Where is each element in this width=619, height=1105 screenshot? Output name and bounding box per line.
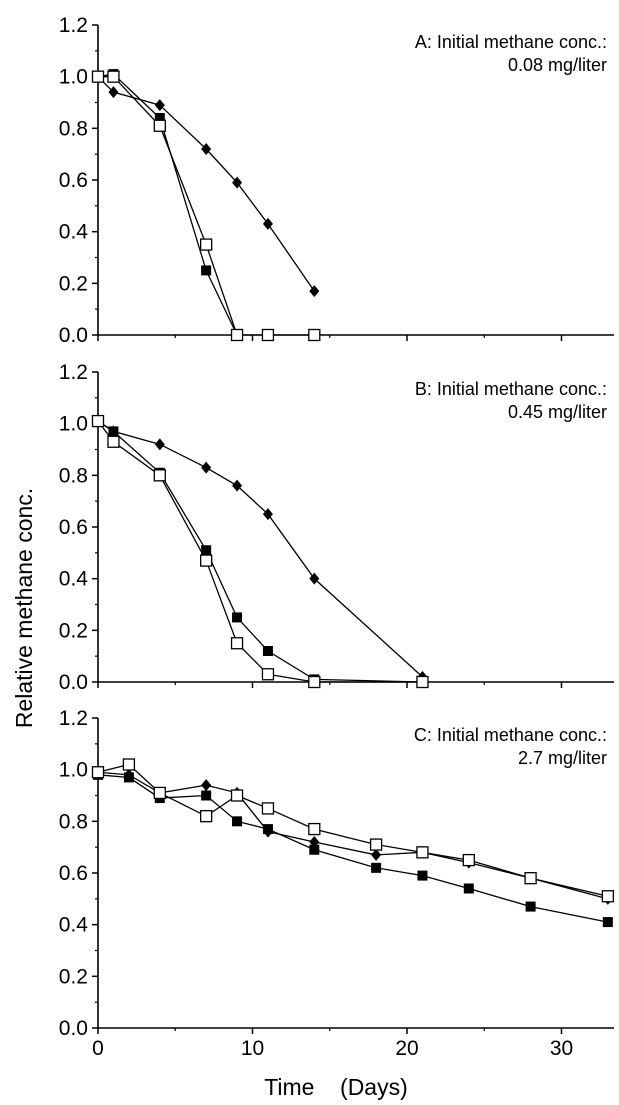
data-point-square-filled: [232, 612, 243, 623]
data-point-square-open: [199, 810, 213, 823]
x-tick-label: 10: [241, 1037, 264, 1060]
x-tick-label: 0: [92, 1037, 104, 1060]
data-point-square-filled: [123, 772, 134, 783]
y-tick-label: 0.2: [59, 619, 88, 642]
data-point-square-open: [153, 786, 166, 800]
y-tick-label: 0.8: [59, 117, 88, 140]
data-point-diamond: [201, 461, 212, 474]
series-line-square-open: [98, 76, 315, 336]
data-point-square-open: [230, 328, 244, 342]
data-point-square-open: [153, 119, 166, 132]
y-tick-label: 0.0: [59, 1017, 88, 1040]
data-point-square-filled: [201, 545, 212, 556]
panel-annotation-title: B: Initial methane conc.:: [415, 379, 607, 399]
data-point-square-open: [369, 838, 383, 851]
data-point-square-open: [91, 414, 105, 428]
data-point-diamond: [309, 285, 320, 298]
y-tick-label: 0.2: [59, 272, 88, 295]
data-point-square-open: [153, 469, 166, 482]
y-tick-label: 0.6: [59, 516, 88, 539]
data-point-square-filled: [417, 870, 428, 881]
data-point-square-open: [122, 758, 136, 771]
y-tick-label: 0.0: [59, 324, 88, 347]
panel-annotation-conc: 0.08 mg/liter: [508, 55, 607, 75]
data-point-diamond: [262, 508, 273, 521]
panel-annotation-conc: 2.7 mg/liter: [518, 748, 607, 768]
y-tick-label: 1.0: [59, 413, 88, 436]
data-point-square-open: [91, 70, 105, 83]
series-line-diamond: [97, 76, 315, 292]
y-tick-label: 0.8: [59, 464, 88, 487]
data-point-square-filled: [602, 917, 613, 928]
series-line-square-filled: [97, 774, 608, 923]
data-point-square-filled: [262, 646, 273, 656]
data-point-square-filled: [371, 862, 382, 873]
y-tick-label: 1.2: [59, 707, 88, 730]
data-point-square-filled: [108, 426, 119, 437]
x-tick-label: 20: [395, 1037, 418, 1060]
data-point-square-open: [261, 668, 275, 681]
y-tick-label: 0.2: [59, 965, 88, 988]
data-point-square-filled: [309, 844, 320, 855]
y-tick-label: 0.8: [59, 810, 88, 833]
data-point-square-open: [601, 890, 614, 903]
data-point-diamond: [201, 779, 212, 792]
y-tick-label: 0.6: [59, 862, 88, 885]
y-tick-label: 0.4: [59, 221, 89, 244]
data-point-square-open: [308, 822, 321, 836]
data-point-square-open: [107, 70, 120, 83]
panel-annotation-title: C: Initial methane conc.:: [414, 725, 607, 745]
data-point-square-open: [308, 675, 321, 689]
data-point-square-open: [261, 328, 275, 342]
data-point-square-open: [524, 872, 537, 885]
data-point-square-filled: [154, 113, 165, 123]
data-point-square-open: [416, 846, 429, 859]
y-tick-label: 0.6: [59, 169, 88, 192]
data-point-square-filled: [201, 265, 212, 276]
panel-annotation-title: A: Initial methane conc.:: [415, 32, 607, 52]
x-axis-title: Time (Days): [264, 1074, 408, 1100]
data-point-square-open: [416, 675, 429, 689]
data-point-square-open: [199, 554, 213, 567]
data-point-square-open: [308, 328, 321, 342]
data-point-square-open: [462, 853, 475, 867]
series-line-diamond: [97, 420, 423, 678]
panel-b: 0.0 0.2 0.4 0.6 0.8 1.0 1.2 B: Initial methane …: [59, 361, 614, 694]
y-tick-label: 1.0: [59, 759, 88, 782]
data-point-square-open: [261, 802, 275, 815]
x-tick-label: 30: [550, 1037, 573, 1060]
y-tick-label: 0.4: [59, 914, 89, 937]
series-line-square-open: [97, 420, 423, 683]
data-point-square-open: [230, 789, 244, 802]
data-point-diamond: [232, 479, 243, 492]
data-point-diamond: [108, 86, 119, 99]
data-point-square-filled: [262, 824, 273, 835]
data-point-square-open: [199, 238, 213, 251]
y-tick-label: 1.0: [59, 66, 88, 89]
series-line-square-filled: [97, 420, 423, 683]
data-point-diamond: [371, 848, 382, 861]
data-point-square-filled: [201, 790, 212, 801]
panel-c: 0.0 0.2 0.4 0.6 0.8 1.0 1.2 0 10 20 30 C: Initial m…: [59, 707, 614, 1060]
y-tick-label: 0.0: [59, 671, 88, 694]
y-tick-label: 1.2: [59, 361, 88, 384]
y-tick-label: 1.2: [59, 14, 88, 37]
data-point-square-filled: [232, 816, 243, 827]
data-point-square-open: [91, 766, 105, 779]
panel-annotation-conc: 0.45 mg/liter: [508, 402, 607, 422]
y-tick-label: 0.4: [59, 568, 89, 591]
data-point-square-filled: [463, 883, 474, 894]
y-axis-title: Relative methane conc.: [11, 488, 37, 728]
panel-a: 0.0 0.2 0.4 0.6 0.8 1.0 1.2 A: Initial methane …: [59, 14, 614, 347]
data-point-diamond: [232, 176, 243, 189]
data-point-diamond: [154, 438, 165, 451]
data-point-diamond: [262, 217, 273, 230]
data-point-square-open: [107, 435, 120, 448]
data-point-square-open: [230, 637, 244, 650]
data-point-diamond: [201, 143, 212, 155]
data-point-square-filled: [525, 901, 536, 912]
data-point-diamond: [154, 99, 165, 112]
data-point-diamond: [309, 572, 320, 585]
